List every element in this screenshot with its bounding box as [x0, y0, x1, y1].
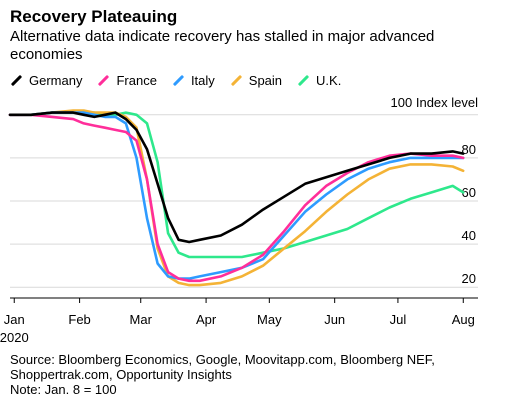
x-tick-label: Mar	[130, 312, 153, 327]
x-tick-label: Jul	[390, 312, 407, 327]
legend: Germany France Italy Spain U.K.	[10, 73, 356, 88]
legend-label: France	[116, 73, 157, 88]
legend-label: U.K.	[316, 73, 342, 88]
legend-label: Germany	[29, 73, 83, 88]
y-tick-label: 40	[462, 228, 476, 243]
legend-item: U.K.	[297, 73, 341, 88]
y-tick-label: 80	[462, 142, 476, 157]
y-unit-label: 100 Index level	[391, 95, 479, 110]
x-year-label: 2020	[0, 330, 29, 345]
legend-label: Italy	[190, 73, 215, 88]
source-line-1: Source: Bloomberg Economics, Google, Moo…	[10, 352, 435, 367]
x-tick-label: Apr	[196, 312, 217, 327]
x-tick-label: Jan	[4, 312, 25, 327]
note-line: Note: Jan. 8 = 100	[10, 382, 117, 397]
y-tick-label: 20	[462, 271, 476, 286]
series-line-germany	[8, 111, 465, 244]
legend-item: Spain	[230, 73, 282, 88]
x-tick-label: May	[257, 312, 282, 327]
chart-notes: Source: Bloomberg Economics, Google, Moo…	[10, 352, 435, 397]
series-line-uk	[8, 111, 465, 259]
x-tick-label: Feb	[68, 312, 90, 327]
source-line-2: Shoppertrak.com, Opportunity Insights	[10, 367, 232, 382]
x-tick-label: Jun	[324, 312, 345, 327]
series-line-france	[8, 113, 465, 283]
x-tick-label: Aug	[452, 312, 475, 327]
legend-item: Germany	[10, 73, 82, 88]
legend-label: Spain	[248, 73, 283, 88]
series-line-spain	[8, 109, 465, 287]
chart-subtitle: Alternative data indicate recovery has s…	[10, 28, 435, 63]
series-line-italy	[8, 111, 465, 280]
chart-title: Recovery Plateauing	[10, 7, 178, 26]
legend-item: Italy	[172, 73, 215, 88]
legend-item: France	[97, 73, 157, 88]
y-tick-label: 60	[462, 185, 476, 200]
